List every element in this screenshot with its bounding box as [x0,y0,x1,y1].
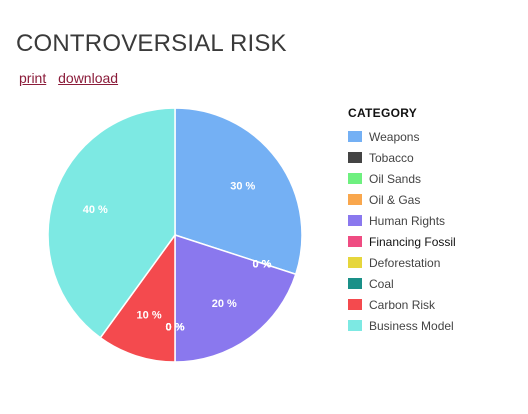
pie-label-business-model: 40 % [83,204,108,216]
legend-label: Business Model [369,318,454,333]
legend-swatch [348,278,362,289]
pie-slice-carbon-risk[interactable] [99,232,176,363]
legend-item-deforestation[interactable]: Deforestation [348,252,456,273]
legend-swatch [348,215,362,226]
legend-label: Oil Sands [369,171,422,186]
legend-label: Tobacco [369,150,414,165]
legend-swatch [348,320,362,331]
pie-label-financing-fossil: 0 % [166,321,185,333]
legend-item-weapons[interactable]: Weapons [348,126,456,147]
legend-item-oil-and-gas[interactable]: Oil & Gas [348,189,456,210]
legend-label: Coal [369,276,394,291]
print-link[interactable]: print [19,70,47,86]
pie-label-oil-sands: 0 % [252,258,271,270]
pie-label-oil-and-gas: 0 % [252,258,271,270]
pie-label-weapons: 30 % [230,181,255,193]
legend-item-tobacco[interactable]: Tobacco [348,147,456,168]
legend-swatch [348,194,362,205]
legend-item-carbon-risk[interactable]: Carbon Risk [348,294,456,315]
legend-swatch [348,236,362,247]
pie-label-coal: 0 % [166,321,185,333]
legend-label: Financing Fossil [369,234,456,249]
legend-swatch [348,152,362,163]
action-links: print download [19,70,126,86]
legend-label: Human Rights [369,213,446,228]
pie-chart: 30 %0 %0 %0 %20 %0 %0 %0 %10 %40 % [47,107,303,363]
download-link[interactable]: download [58,70,119,86]
legend-swatch [348,257,362,268]
legend-label: Carbon Risk [369,297,436,312]
legend-label: Deforestation [369,255,441,270]
legend-item-financing-fossil[interactable]: Financing Fossil [348,231,456,252]
legend-label: Oil & Gas [369,192,421,207]
pie-slice-human-rights[interactable] [174,233,297,363]
legend-title: CATEGORY [348,106,418,120]
legend-item-business-model[interactable]: Business Model [348,315,456,336]
pie-slice-weapons[interactable] [174,107,303,276]
legend-swatch [348,173,362,184]
page-title: CONTROVERSIAL RISK [16,30,287,57]
pie-slice-business-model[interactable] [47,107,176,339]
legend-item-oil-sands[interactable]: Oil Sands [348,168,456,189]
legend-item-human-rights[interactable]: Human Rights [348,210,456,231]
pie-label-carbon-risk: 10 % [137,310,162,322]
chart-legend: CATEGORY Weapons Tobacco Oil Sands Oil & Ga… [348,106,456,336]
legend-swatch [348,131,362,142]
pie-label-tobacco: 0 % [252,258,271,270]
legend-label: Weapons [369,129,420,144]
pie-label-deforestation: 0 % [166,321,185,333]
legend-item-coal[interactable]: Coal [348,273,456,294]
legend-swatch [348,299,362,310]
pie-label-human-rights: 20 % [212,298,237,310]
